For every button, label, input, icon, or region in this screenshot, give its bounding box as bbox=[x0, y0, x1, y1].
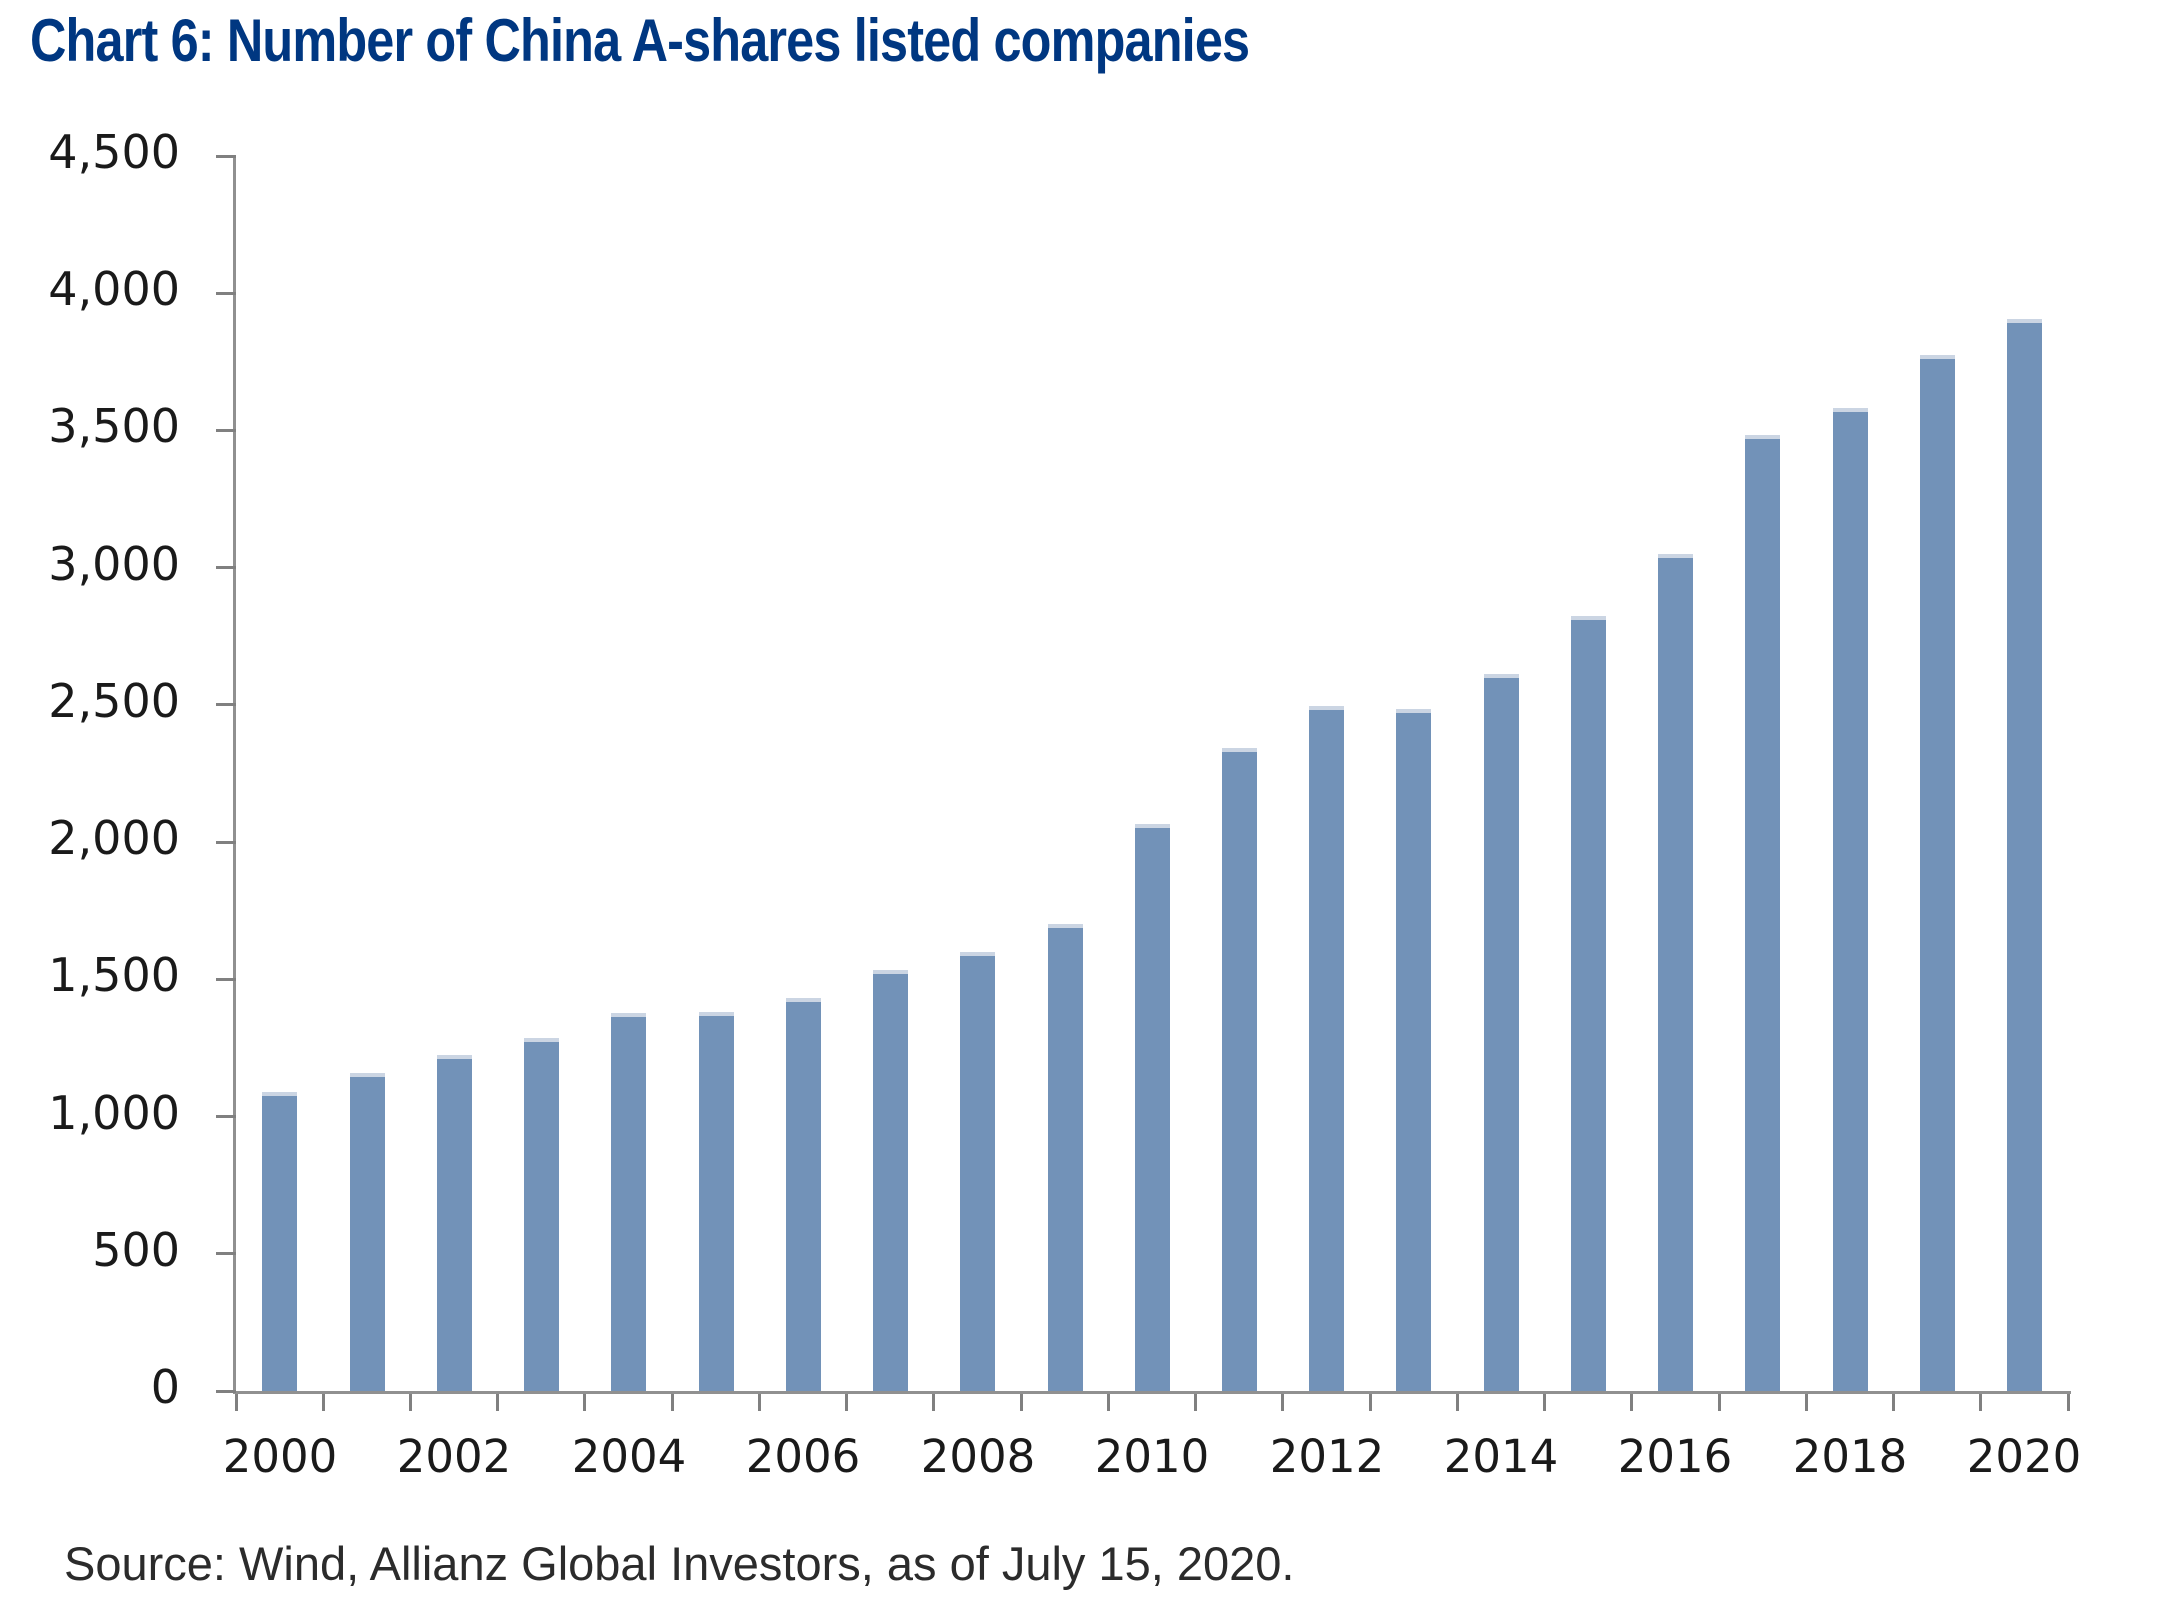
x-axis-tick bbox=[932, 1394, 935, 1411]
y-axis-tick bbox=[216, 1390, 236, 1393]
x-axis-tick bbox=[1020, 1394, 1023, 1411]
y-axis-tick bbox=[216, 841, 236, 844]
x-axis-tick bbox=[1892, 1394, 1895, 1411]
x-axis-tick bbox=[409, 1394, 412, 1411]
x-axis-tick bbox=[235, 1394, 238, 1411]
bar-2015 bbox=[1571, 616, 1606, 1391]
x-axis-tick bbox=[496, 1394, 499, 1411]
y-axis-label: 500 bbox=[92, 1223, 180, 1277]
y-axis-tick bbox=[216, 1115, 236, 1118]
bar-2016 bbox=[1658, 554, 1693, 1391]
bar-2000 bbox=[262, 1092, 297, 1391]
bar-2012 bbox=[1309, 706, 1344, 1391]
bar-2019 bbox=[1920, 355, 1955, 1391]
x-axis-label: 2016 bbox=[1617, 1430, 1733, 1483]
x-axis-tick bbox=[1630, 1394, 1633, 1411]
bar-2001 bbox=[350, 1073, 385, 1391]
x-axis-label: 2008 bbox=[920, 1430, 1036, 1483]
bar-2004 bbox=[611, 1013, 646, 1391]
bar-2017 bbox=[1745, 435, 1780, 1391]
x-axis-label: 2018 bbox=[1792, 1430, 1908, 1483]
bar-2009 bbox=[1048, 924, 1083, 1391]
y-axis-tick bbox=[216, 429, 236, 432]
x-axis-tick bbox=[1107, 1394, 1110, 1411]
y-axis-label: 4,000 bbox=[48, 262, 180, 316]
x-axis-label: 2002 bbox=[396, 1430, 512, 1483]
y-axis-label: 3,000 bbox=[48, 537, 180, 591]
y-axis-tick bbox=[216, 1252, 236, 1255]
y-axis-tick bbox=[216, 292, 236, 295]
bar-2002 bbox=[437, 1055, 472, 1391]
x-axis-tick bbox=[1281, 1394, 1284, 1411]
x-axis-tick bbox=[2067, 1394, 2070, 1411]
bar-2013 bbox=[1396, 709, 1431, 1391]
x-axis-tick bbox=[322, 1394, 325, 1411]
source-note: Source: Wind, Allianz Global Investors, … bbox=[64, 1537, 1295, 1590]
bar-2007 bbox=[873, 970, 908, 1391]
x-axis-label: 2014 bbox=[1443, 1430, 1559, 1483]
x-axis-label: 2006 bbox=[745, 1430, 861, 1483]
x-axis-label: 2004 bbox=[571, 1430, 687, 1483]
y-axis-line bbox=[233, 156, 236, 1394]
y-axis-label: 3,500 bbox=[48, 399, 180, 453]
x-axis-line bbox=[233, 1391, 2072, 1394]
x-axis-tick bbox=[1718, 1394, 1721, 1411]
bar-2014 bbox=[1484, 674, 1519, 1391]
x-axis-label: 2010 bbox=[1094, 1430, 1210, 1483]
bar-2005 bbox=[699, 1012, 734, 1391]
x-axis-tick bbox=[1979, 1394, 1982, 1411]
x-axis-label: 2012 bbox=[1269, 1430, 1385, 1483]
x-axis-tick bbox=[1543, 1394, 1546, 1411]
y-axis-label: 1,000 bbox=[48, 1086, 180, 1140]
y-axis-label: 4,500 bbox=[48, 125, 180, 179]
bar-2008 bbox=[960, 952, 995, 1391]
x-axis-tick bbox=[758, 1394, 761, 1411]
bar-2020 bbox=[2007, 319, 2042, 1391]
bar-2003 bbox=[524, 1038, 559, 1391]
x-axis-tick bbox=[671, 1394, 674, 1411]
x-axis-tick bbox=[583, 1394, 586, 1411]
y-axis-tick bbox=[216, 703, 236, 706]
x-axis-label: 2020 bbox=[1966, 1430, 2082, 1483]
x-axis-tick bbox=[845, 1394, 848, 1411]
x-axis-tick bbox=[1369, 1394, 1372, 1411]
y-axis-label: 0 bbox=[150, 1360, 180, 1414]
y-axis-label: 2,500 bbox=[48, 674, 180, 728]
y-axis-tick bbox=[216, 155, 236, 158]
y-axis-tick bbox=[216, 978, 236, 981]
bar-2011 bbox=[1222, 748, 1257, 1391]
y-axis-label: 1,500 bbox=[48, 948, 180, 1002]
bar-2018 bbox=[1833, 408, 1868, 1391]
bar-2010 bbox=[1135, 824, 1170, 1391]
x-axis-tick bbox=[1456, 1394, 1459, 1411]
bar-2006 bbox=[786, 998, 821, 1391]
y-axis-label: 2,000 bbox=[48, 811, 180, 865]
chart-title: Chart 6: Number of China A-shares listed… bbox=[30, 7, 1250, 74]
x-axis-label: 2000 bbox=[222, 1430, 338, 1483]
y-axis-tick bbox=[216, 566, 236, 569]
x-axis-tick bbox=[1194, 1394, 1197, 1411]
x-axis-tick bbox=[1805, 1394, 1808, 1411]
